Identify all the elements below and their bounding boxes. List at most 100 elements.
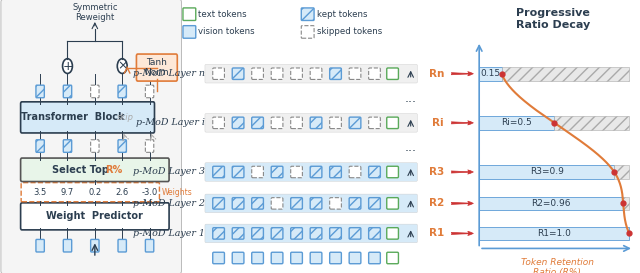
FancyBboxPatch shape (330, 68, 341, 79)
FancyBboxPatch shape (291, 198, 302, 209)
FancyBboxPatch shape (252, 117, 264, 129)
FancyBboxPatch shape (36, 85, 44, 98)
FancyBboxPatch shape (183, 8, 196, 20)
Text: Token Retention
Ratio (R%): Token Retention Ratio (R%) (521, 258, 594, 273)
FancyBboxPatch shape (369, 228, 380, 239)
Text: 2.6: 2.6 (116, 188, 129, 197)
FancyBboxPatch shape (310, 228, 322, 239)
FancyBboxPatch shape (369, 117, 380, 129)
FancyBboxPatch shape (291, 117, 302, 129)
FancyBboxPatch shape (252, 228, 264, 239)
FancyBboxPatch shape (118, 85, 127, 98)
Bar (614, 165, 629, 179)
Bar (502, 67, 629, 81)
FancyBboxPatch shape (291, 166, 302, 178)
FancyBboxPatch shape (63, 85, 72, 98)
FancyBboxPatch shape (20, 203, 169, 230)
FancyBboxPatch shape (387, 252, 399, 264)
FancyBboxPatch shape (118, 239, 127, 252)
Circle shape (63, 59, 72, 73)
FancyBboxPatch shape (232, 166, 244, 178)
FancyBboxPatch shape (118, 140, 127, 152)
FancyBboxPatch shape (21, 183, 159, 202)
FancyBboxPatch shape (291, 228, 302, 239)
FancyBboxPatch shape (91, 239, 99, 252)
FancyBboxPatch shape (205, 114, 417, 132)
FancyBboxPatch shape (271, 166, 283, 178)
Text: Weight  Predictor: Weight Predictor (47, 212, 143, 221)
FancyBboxPatch shape (252, 166, 264, 178)
Text: 0.2: 0.2 (88, 188, 101, 197)
FancyBboxPatch shape (271, 228, 283, 239)
FancyBboxPatch shape (387, 228, 399, 239)
FancyBboxPatch shape (369, 166, 380, 178)
Text: Ri=0.5: Ri=0.5 (501, 118, 532, 127)
FancyBboxPatch shape (330, 166, 341, 178)
Text: Rn: Rn (429, 69, 444, 79)
FancyBboxPatch shape (63, 140, 72, 152)
Text: 3.5: 3.5 (33, 188, 47, 197)
Text: skipped tokens: skipped tokens (317, 28, 382, 36)
FancyBboxPatch shape (63, 239, 72, 252)
FancyBboxPatch shape (330, 117, 341, 129)
Text: skip: skip (117, 113, 134, 122)
Text: R1: R1 (429, 229, 444, 238)
FancyBboxPatch shape (301, 8, 314, 20)
Text: ...: ... (404, 141, 417, 154)
FancyBboxPatch shape (330, 228, 341, 239)
Text: R2: R2 (429, 198, 444, 208)
FancyBboxPatch shape (252, 252, 264, 264)
FancyBboxPatch shape (232, 68, 244, 79)
FancyBboxPatch shape (271, 68, 283, 79)
FancyBboxPatch shape (271, 198, 283, 209)
FancyBboxPatch shape (330, 252, 341, 264)
FancyBboxPatch shape (349, 198, 361, 209)
FancyBboxPatch shape (212, 68, 225, 79)
FancyBboxPatch shape (252, 68, 264, 79)
FancyBboxPatch shape (212, 117, 225, 129)
FancyBboxPatch shape (369, 68, 380, 79)
Bar (479, 227, 629, 240)
Text: R3: R3 (429, 167, 444, 177)
FancyBboxPatch shape (310, 117, 322, 129)
FancyBboxPatch shape (330, 198, 341, 209)
FancyBboxPatch shape (301, 26, 314, 38)
FancyBboxPatch shape (232, 228, 244, 239)
FancyBboxPatch shape (145, 239, 154, 252)
FancyBboxPatch shape (271, 252, 283, 264)
Text: ×: × (117, 60, 127, 73)
Text: R1=1.0: R1=1.0 (538, 229, 571, 238)
Text: Tanh
Norm: Tanh Norm (145, 58, 169, 78)
Text: Transformer  Block: Transformer Block (21, 112, 125, 122)
FancyBboxPatch shape (291, 252, 302, 264)
FancyBboxPatch shape (232, 252, 244, 264)
FancyBboxPatch shape (387, 198, 399, 209)
Text: Symmetric
Reweight: Symmetric Reweight (72, 2, 118, 22)
FancyBboxPatch shape (349, 166, 361, 178)
FancyBboxPatch shape (36, 140, 44, 152)
FancyBboxPatch shape (310, 68, 322, 79)
Text: Ri: Ri (433, 118, 444, 128)
FancyBboxPatch shape (212, 228, 225, 239)
Text: 9.7: 9.7 (61, 188, 74, 197)
FancyBboxPatch shape (205, 163, 417, 181)
Bar (554, 116, 629, 130)
Text: p-MoD Layer n: p-MoD Layer n (133, 69, 205, 78)
FancyBboxPatch shape (252, 198, 264, 209)
Text: ...: ... (404, 92, 417, 105)
Text: kept tokens: kept tokens (317, 10, 367, 19)
FancyBboxPatch shape (205, 224, 417, 243)
Text: p-MoD Layer 2: p-MoD Layer 2 (133, 199, 205, 208)
FancyBboxPatch shape (349, 228, 361, 239)
FancyBboxPatch shape (232, 198, 244, 209)
FancyBboxPatch shape (205, 194, 417, 213)
Bar (479, 67, 502, 81)
FancyBboxPatch shape (212, 198, 225, 209)
FancyBboxPatch shape (310, 166, 322, 178)
FancyBboxPatch shape (36, 239, 44, 252)
FancyBboxPatch shape (1, 0, 182, 273)
Text: 0.15: 0.15 (481, 69, 500, 78)
FancyBboxPatch shape (20, 158, 169, 182)
FancyBboxPatch shape (232, 117, 244, 129)
Text: p-MoD Layer i: p-MoD Layer i (136, 118, 205, 127)
